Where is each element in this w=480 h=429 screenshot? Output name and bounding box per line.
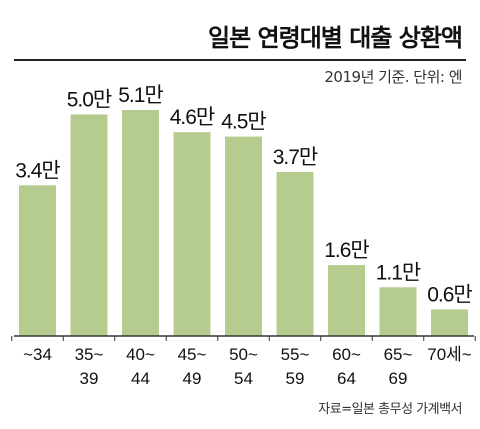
tick-label-3-1: 49 [183, 369, 202, 388]
tick-label-3-0: 45~ [178, 345, 207, 364]
chart-subtitle: 2019년 기준. 단위: 엔 [324, 68, 462, 86]
bar-5 [276, 172, 314, 336]
data-label-4: 4.5만 [221, 111, 266, 134]
tick-label-1-1: 39 [80, 369, 99, 388]
data-label-8: 0.6만 [427, 283, 472, 306]
bar-8 [431, 309, 468, 336]
tick-label-5-1: 59 [286, 369, 305, 388]
title-rule [14, 59, 466, 61]
bar-3 [173, 132, 211, 336]
bar-0 [19, 185, 56, 336]
tick-label-7-1: 69 [389, 369, 408, 388]
tick-label-7-0: 65~ [384, 345, 413, 364]
data-label-2: 5.1만 [118, 84, 163, 107]
tick-label-2-0: 40~ [126, 345, 155, 364]
data-label-7: 1.1만 [376, 261, 421, 284]
bar-1 [70, 114, 108, 337]
data-label-5: 3.7만 [273, 146, 318, 169]
bar-4 [225, 136, 262, 336]
chart-title: 일본 연령대별 대출 상환액 [208, 24, 463, 52]
bar-2 [122, 110, 159, 336]
bar-6 [328, 265, 365, 336]
data-label-0: 3.4만 [15, 159, 60, 182]
tick-label-8: 70세~ [427, 345, 472, 364]
tick-label-4-0: 50~ [229, 345, 258, 364]
bar-7 [379, 287, 417, 336]
tick-label-2-1: 44 [131, 369, 150, 388]
tick-label-4-1: 54 [234, 369, 253, 388]
tick-label-0: ~34 [23, 345, 52, 364]
tick-label-6-1: 64 [337, 369, 356, 388]
data-label-3: 4.6만 [170, 106, 215, 129]
tick-label-6-0: 60~ [332, 345, 361, 364]
source-note: 자료=일본 총무성 가계백서 [318, 402, 462, 417]
tick-label-5-0: 55~ [281, 345, 310, 364]
data-label-6: 1.6만 [324, 239, 369, 262]
data-label-1: 5.0만 [67, 88, 112, 111]
tick-label-1-0: 35~ [75, 345, 104, 364]
